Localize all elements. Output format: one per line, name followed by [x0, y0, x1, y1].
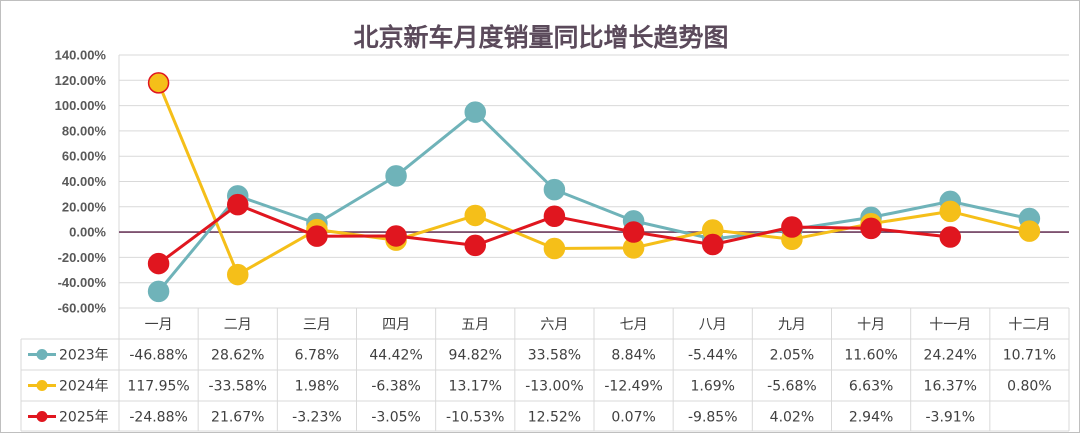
category-label: 三月 — [303, 317, 331, 333]
data-label: 2.05% — [770, 348, 814, 364]
legend-label: 2024年 — [59, 379, 109, 395]
data-label: 8.84% — [611, 348, 655, 364]
data-point — [622, 221, 645, 243]
y-tick-label: 100.00% — [55, 98, 107, 113]
data-label: -12.49% — [604, 379, 662, 395]
y-tick-label: 120.00% — [55, 73, 107, 88]
data-label: 0.07% — [611, 410, 655, 426]
data-point — [385, 225, 407, 247]
legend-key — [28, 349, 56, 360]
y-tick-label: 80.00% — [62, 123, 107, 138]
category-label: 七月 — [620, 317, 648, 333]
data-label: 24.24% — [924, 348, 977, 364]
data-label: -10.53% — [446, 410, 504, 426]
data-point — [939, 200, 961, 223]
y-tick-label: 40.00% — [62, 174, 107, 189]
legend-marker — [36, 380, 48, 391]
y-tick-label: 20.00% — [62, 199, 107, 214]
y-tick-label: -60.00% — [58, 301, 107, 316]
data-point — [464, 234, 486, 257]
data-point — [147, 280, 170, 303]
legend-marker — [36, 349, 48, 360]
series-line — [157, 110, 1030, 293]
category-label: 一月 — [145, 317, 173, 333]
series-2023年 — [147, 101, 1041, 303]
data-point — [306, 225, 328, 247]
data-label: 4.02% — [770, 410, 814, 426]
category-label: 二月 — [224, 317, 252, 333]
y-tick-label: 140.00% — [55, 48, 107, 63]
data-point — [147, 72, 170, 94]
series-line — [157, 82, 1030, 277]
series-lines — [147, 72, 1041, 303]
chart-title: 北京新车月度销量同比增长趋势图 — [353, 23, 728, 52]
legend-marker — [36, 411, 48, 422]
data-label: -46.88% — [129, 348, 187, 364]
data-label: -24.88% — [129, 410, 187, 426]
data-label: -9.85% — [688, 410, 738, 426]
data-label: 2.94% — [849, 410, 893, 426]
category-label: 八月 — [699, 317, 727, 333]
data-label: -33.58% — [209, 379, 267, 395]
data-table: 一月 二月 三月 四月 五月 六月 七月 八月 九月 十月 十一月 十二月 2023年 -46.88% 28… — [20, 307, 1070, 432]
series-2025年 — [147, 193, 961, 275]
data-label: -5.68% — [767, 379, 817, 395]
data-label: 21.67% — [211, 410, 264, 426]
data-point — [464, 204, 486, 227]
data-label: 10.71% — [1003, 348, 1056, 364]
data-label: 16.37% — [924, 379, 977, 395]
series-2024年 — [147, 72, 1041, 286]
data-label: 94.82% — [449, 348, 502, 364]
legend-label: 2023年 — [59, 348, 109, 364]
data-label: 117.95% — [127, 379, 189, 395]
gridlines — [119, 54, 1069, 309]
data-point — [543, 205, 566, 228]
category-label: 九月 — [778, 317, 806, 333]
data-point — [147, 252, 170, 275]
data-point — [939, 226, 961, 248]
data-label: 44.42% — [369, 348, 422, 364]
category-label: 四月 — [382, 317, 410, 333]
legend-key — [28, 380, 56, 391]
data-label: -3.23% — [292, 410, 342, 426]
data-label: -6.38% — [371, 379, 421, 395]
category-label: 十一月 — [929, 317, 971, 333]
category-label: 十二月 — [1008, 317, 1050, 333]
data-label: -3.91% — [925, 410, 975, 426]
data-label: 28.62% — [211, 348, 264, 364]
data-point — [860, 217, 882, 240]
data-label: 6.78% — [295, 348, 339, 364]
category-label: 十月 — [857, 317, 885, 333]
data-point — [781, 216, 803, 238]
data-point — [702, 233, 724, 256]
data-label: 1.69% — [691, 379, 735, 395]
data-label: 13.17% — [449, 379, 502, 395]
y-tick-label: 0.00% — [69, 225, 106, 240]
y-tick-label: -40.00% — [58, 275, 107, 290]
data-point — [385, 165, 407, 187]
category-label: 五月 — [461, 317, 489, 333]
data-label: 0.80% — [1007, 379, 1051, 395]
data-label: 1.98% — [295, 379, 339, 395]
data-point — [227, 263, 249, 286]
y-tick-label: -20.00% — [58, 250, 107, 265]
legend-key — [28, 411, 56, 422]
y-tick-label: 60.00% — [62, 149, 107, 164]
data-point — [1018, 220, 1041, 242]
data-label: 12.52% — [528, 410, 581, 426]
category-label: 六月 — [540, 317, 568, 333]
data-label: 6.63% — [849, 379, 893, 395]
data-label: 33.58% — [528, 348, 581, 364]
data-point — [543, 237, 566, 260]
data-label: -3.05% — [371, 410, 421, 426]
data-point — [543, 178, 566, 201]
data-label: -13.00% — [525, 379, 583, 395]
data-point — [464, 101, 486, 123]
data-label: 11.60% — [844, 348, 897, 364]
legend-label: 2025年 — [59, 410, 109, 426]
data-point — [227, 193, 249, 216]
data-label: -5.44% — [688, 348, 738, 364]
